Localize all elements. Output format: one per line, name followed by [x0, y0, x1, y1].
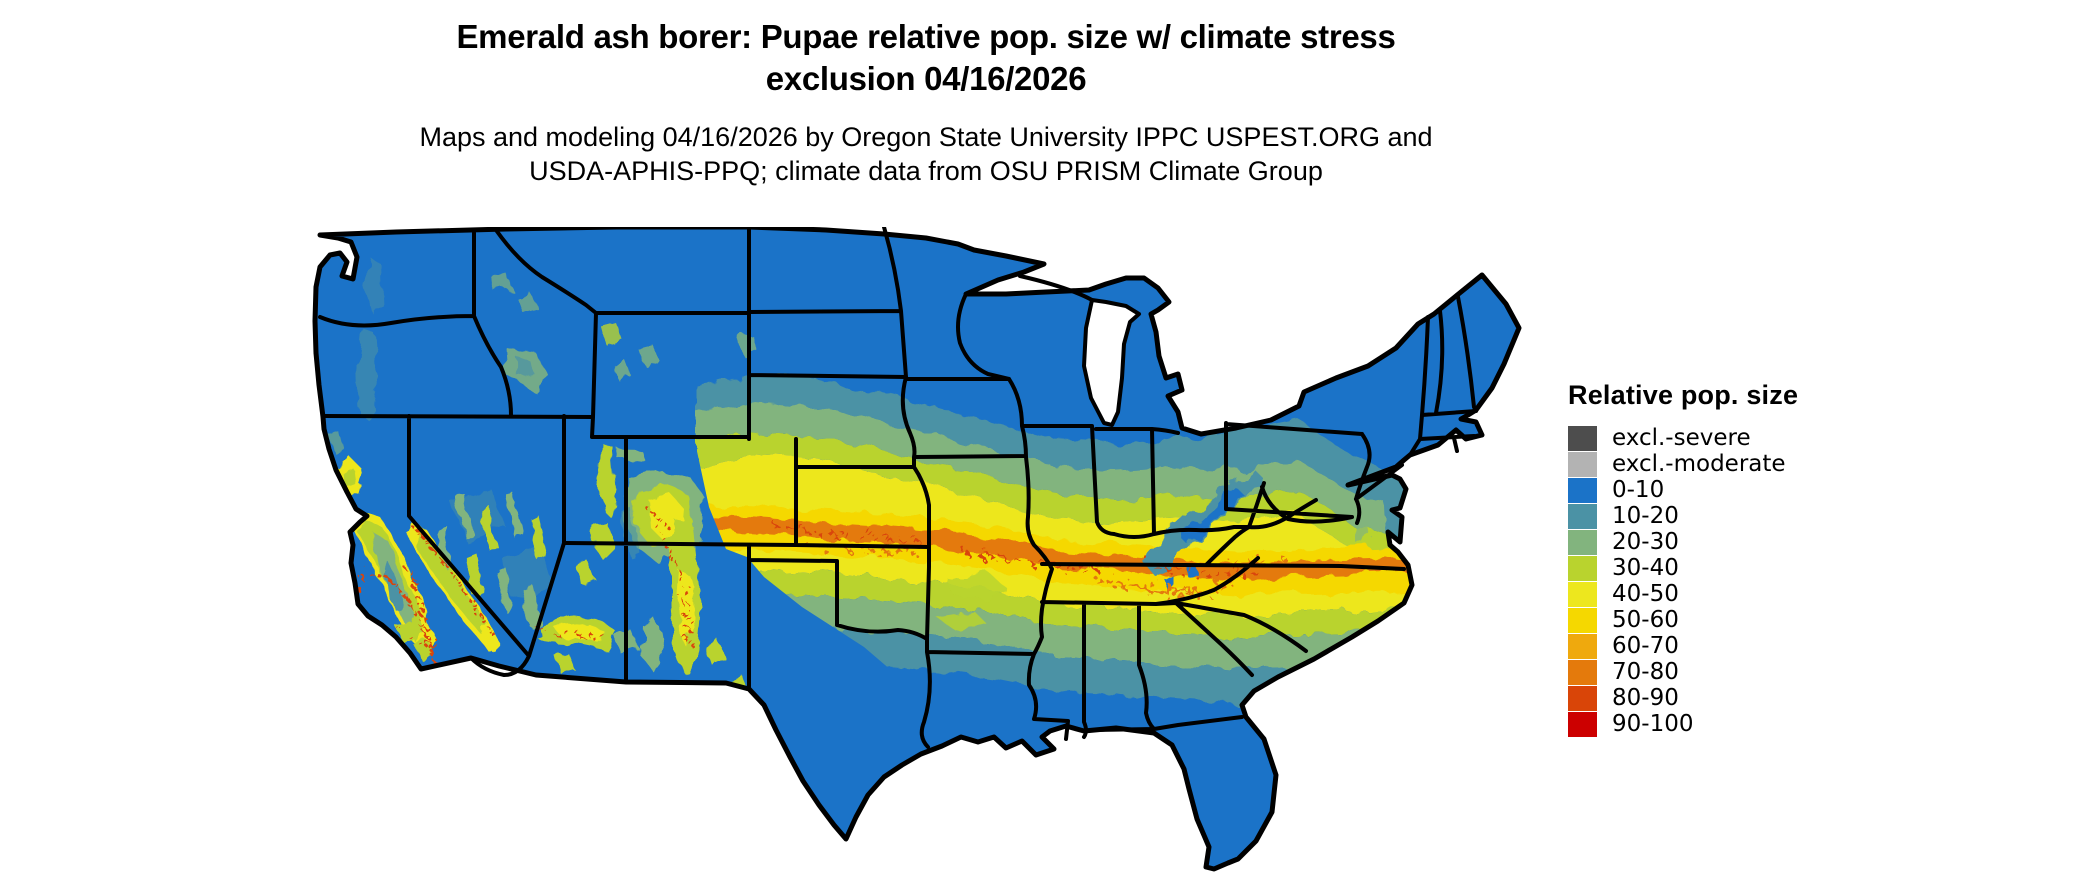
legend-swatch	[1568, 581, 1597, 607]
map-subtitle-line2: USDA-APHIS-PPQ; climate data from OSU PR…	[529, 156, 1323, 186]
legend-swatch	[1568, 711, 1597, 737]
legend-label: 60-70	[1612, 633, 1679, 659]
map-title-line2: exclusion 04/16/2026	[765, 60, 1087, 97]
legend-swatch	[1568, 451, 1597, 477]
legend-label: excl.-moderate	[1612, 451, 1786, 477]
legend-swatch	[1568, 685, 1597, 711]
legend-label: 80-90	[1612, 685, 1679, 711]
legend-item: excl.-moderate	[1568, 451, 1868, 477]
legend-label: 90-100	[1612, 711, 1694, 737]
legend-label: 0-10	[1612, 477, 1665, 503]
legend-item: 70-80	[1568, 659, 1868, 685]
legend: Relative pop. size excl.-severe excl.-mod…	[1568, 380, 1868, 737]
us-outline	[312, 227, 1522, 872]
legend-label: 40-50	[1612, 581, 1679, 607]
legend-swatch	[1568, 633, 1597, 659]
legend-item: 10-20	[1568, 503, 1868, 529]
map-subtitle: Maps and modeling 04/16/2026 by Oregon S…	[306, 120, 1546, 188]
legend-label: 50-60	[1612, 607, 1679, 633]
legend-swatch	[1568, 607, 1597, 633]
legend-item: 80-90	[1568, 685, 1868, 711]
map-title-line1: Emerald ash borer: Pupae relative pop. s…	[456, 18, 1396, 55]
legend-swatch	[1568, 529, 1597, 555]
legend-label: 10-20	[1612, 503, 1679, 529]
legend-label: 20-30	[1612, 529, 1679, 555]
legend-item: 0-10	[1568, 477, 1868, 503]
map-title: Emerald ash borer: Pupae relative pop. s…	[306, 16, 1546, 100]
population-bands	[696, 375, 1516, 704]
legend-label: excl.-severe	[1612, 425, 1751, 451]
legend-swatch	[1568, 659, 1597, 685]
legend-swatch	[1568, 503, 1597, 529]
lake-michigan	[1082, 298, 1141, 427]
legend-item: 50-60	[1568, 607, 1868, 633]
legend-label: 70-80	[1612, 659, 1679, 685]
legend-items: excl.-severe excl.-moderate 0-10 10-20 20-30…	[1568, 425, 1868, 737]
us-choropleth-map	[312, 227, 1522, 872]
legend-swatch	[1568, 425, 1597, 451]
legend-swatch	[1568, 477, 1597, 503]
legend-title: Relative pop. size	[1568, 380, 1799, 410]
mountain-patches	[330, 257, 1408, 713]
legend-swatch	[1568, 555, 1597, 581]
legend-item: 90-100	[1568, 711, 1868, 737]
legend-item: 60-70	[1568, 633, 1868, 659]
legend-item: excl.-severe	[1568, 425, 1868, 451]
map-subtitle-line1: Maps and modeling 04/16/2026 by Oregon S…	[419, 122, 1433, 152]
legend-item: 30-40	[1568, 555, 1868, 581]
legend-item: 20-30	[1568, 529, 1868, 555]
legend-item: 40-50	[1568, 581, 1868, 607]
legend-label: 30-40	[1612, 555, 1679, 581]
